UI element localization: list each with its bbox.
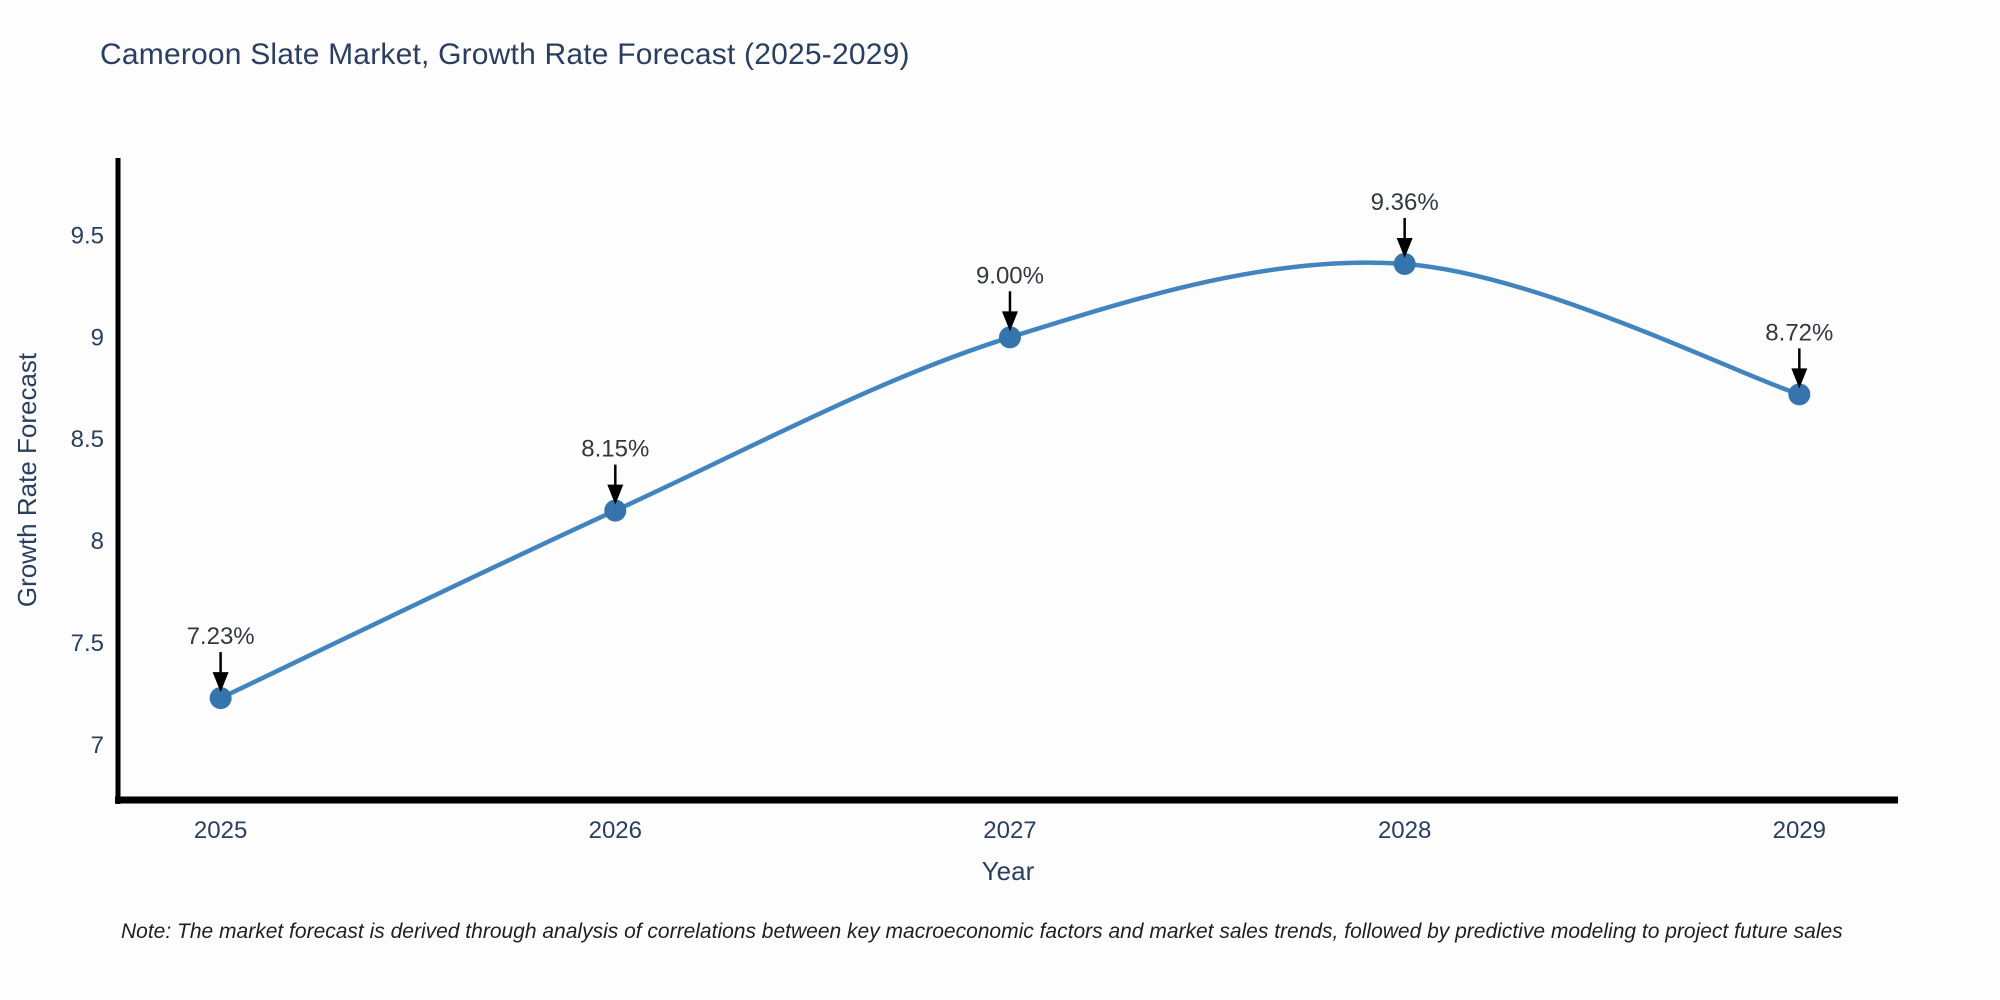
annotation-arrowhead <box>1396 237 1413 258</box>
annotation-arrowhead <box>1001 311 1018 332</box>
annotation-arrowhead <box>607 484 624 505</box>
y-axis-title: Growth Rate Forecast <box>12 352 42 607</box>
x-tick-label: 2029 <box>1773 817 1826 844</box>
x-tick-label: 2027 <box>983 817 1036 844</box>
data-point-marker <box>604 499 627 522</box>
data-point-marker <box>209 687 232 710</box>
data-point-label: 8.15% <box>581 436 649 463</box>
data-point-label: 7.23% <box>187 623 255 650</box>
data-point-marker <box>998 326 1021 349</box>
x-axis-title: Year <box>982 856 1035 886</box>
chart-title: Cameroon Slate Market, Growth Rate Forec… <box>100 38 910 71</box>
y-tick-label: 9.5 <box>71 222 104 249</box>
x-tick-label: 2025 <box>194 817 247 844</box>
data-point-marker <box>1788 383 1811 406</box>
data-point-label: 9.36% <box>1371 189 1439 216</box>
y-tick-label: 7 <box>91 732 104 759</box>
y-tick-label: 9 <box>91 324 104 351</box>
data-point-label: 9.00% <box>976 262 1044 289</box>
x-tick-label: 2028 <box>1378 817 1431 844</box>
footnote: Note: The market forecast is derived thr… <box>121 920 1843 943</box>
data-point-label: 8.72% <box>1765 319 1833 346</box>
y-tick-label: 8.5 <box>71 426 104 453</box>
annotation-arrowhead <box>212 672 229 693</box>
y-tick-label: 7.5 <box>71 630 104 657</box>
y-tick-label: 8 <box>91 528 104 555</box>
annotation-arrowhead <box>1791 368 1808 389</box>
x-tick-label: 2026 <box>589 817 642 844</box>
data-point-marker <box>1393 252 1416 275</box>
